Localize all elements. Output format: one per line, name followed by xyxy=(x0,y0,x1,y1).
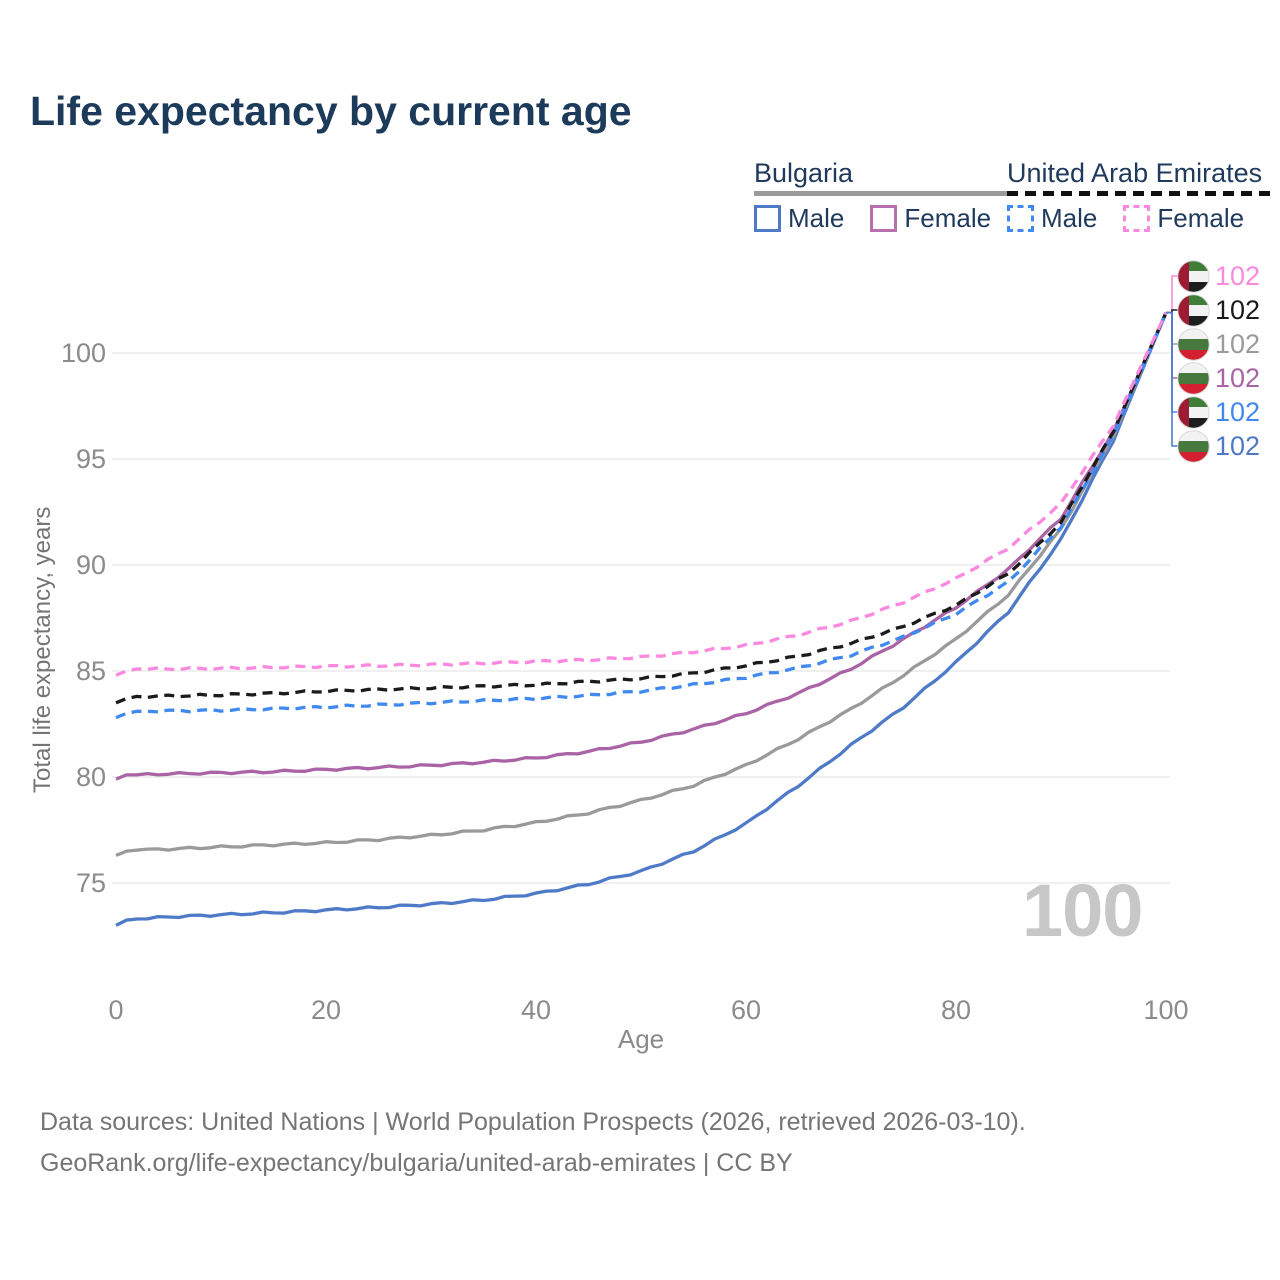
endpoint-value: 102 xyxy=(1215,362,1261,393)
flag-icon-bg xyxy=(1177,327,1210,361)
endpoint-value: 102 xyxy=(1215,294,1261,325)
legend-group-uae: United Arab Emirates Male Female xyxy=(1007,158,1271,232)
series-line xyxy=(115,312,1168,705)
endpoint-row: 102 xyxy=(1177,327,1260,361)
tick-labels: 75 80 85 90 95 100 0 20 40 60 80 100 xyxy=(61,338,1189,1025)
series-swatch-icon xyxy=(754,205,781,232)
legend-items: Male Female xyxy=(1007,205,1270,232)
legend-item-label: Male xyxy=(1041,203,1098,233)
endpoint-row: 102 xyxy=(1177,429,1260,463)
svg-text:85: 85 xyxy=(76,656,106,686)
y-axis-title: Total life expectancy, years xyxy=(29,506,56,794)
legend-item-label: Female xyxy=(904,203,992,233)
series-line xyxy=(115,312,1168,857)
legend-item-bulgaria-male[interactable]: Male xyxy=(754,205,844,232)
series-swatch-icon xyxy=(1123,205,1151,232)
grid-layer xyxy=(112,352,1170,884)
svg-text:90: 90 xyxy=(76,550,106,580)
svg-text:0: 0 xyxy=(108,995,123,1025)
series-swatch-icon xyxy=(1007,205,1034,232)
legend-group-title[interactable]: Bulgaria xyxy=(754,158,854,188)
svg-text:60: 60 xyxy=(731,995,761,1025)
legend-item-uae-male[interactable]: Male xyxy=(1007,205,1097,232)
legend-item-uae-female[interactable]: Female xyxy=(1123,205,1244,232)
legend-items: Male Female xyxy=(754,205,1017,232)
endpoint-row: 102 xyxy=(1177,361,1260,395)
age-counter-watermark: 100 xyxy=(1022,869,1143,952)
svg-text:100: 100 xyxy=(61,338,106,368)
series-line xyxy=(115,312,1168,781)
svg-text:95: 95 xyxy=(76,444,106,474)
flag-icon-ae xyxy=(1177,395,1210,429)
svg-text:75: 75 xyxy=(76,868,106,898)
legend-item-label: Male xyxy=(788,203,845,233)
endpoint-connectors xyxy=(1166,275,1178,447)
svg-text:80: 80 xyxy=(76,762,106,792)
series-lines xyxy=(115,312,1168,927)
flag-icon-ae xyxy=(1177,259,1210,293)
series-line xyxy=(115,312,1168,720)
endpoint-value: 102 xyxy=(1215,430,1261,461)
legend-item-bulgaria-female[interactable]: Female xyxy=(870,205,991,232)
flag-icon-bg xyxy=(1177,429,1210,463)
endpoint-value: 102 xyxy=(1215,260,1261,291)
svg-text:20: 20 xyxy=(311,995,341,1025)
legend-group-title[interactable]: United Arab Emirates xyxy=(1007,158,1263,188)
legend-underline-uae xyxy=(1007,191,1271,196)
data-sources-note: Data sources: United Nations | World Pop… xyxy=(40,1108,1026,1136)
flag-icon-ae xyxy=(1177,293,1210,327)
source-url[interactable]: GeoRank.org/life-expectancy/bulgaria/uni… xyxy=(40,1149,793,1177)
page-title: Life expectancy by current age xyxy=(30,88,632,134)
x-axis-title: Age xyxy=(617,1024,665,1054)
legend-group-bulgaria: Bulgaria Male Female xyxy=(754,158,1018,232)
endpoint-row: 102 xyxy=(1177,293,1260,327)
legend-item-label: Female xyxy=(1157,203,1245,233)
endpoint-row: 102 xyxy=(1177,259,1260,293)
flag-icon-bg xyxy=(1177,361,1210,395)
series-line xyxy=(115,312,1168,927)
endpoint-value: 102 xyxy=(1215,396,1261,427)
svg-text:80: 80 xyxy=(941,995,971,1025)
legend-underline-bulgaria xyxy=(754,191,1018,196)
svg-text:40: 40 xyxy=(521,995,551,1025)
svg-text:100: 100 xyxy=(1143,995,1188,1025)
endpoint-value: 102 xyxy=(1215,328,1261,359)
endpoint-row: 102 xyxy=(1177,395,1260,429)
series-swatch-icon xyxy=(870,205,898,232)
series-line xyxy=(115,312,1168,677)
